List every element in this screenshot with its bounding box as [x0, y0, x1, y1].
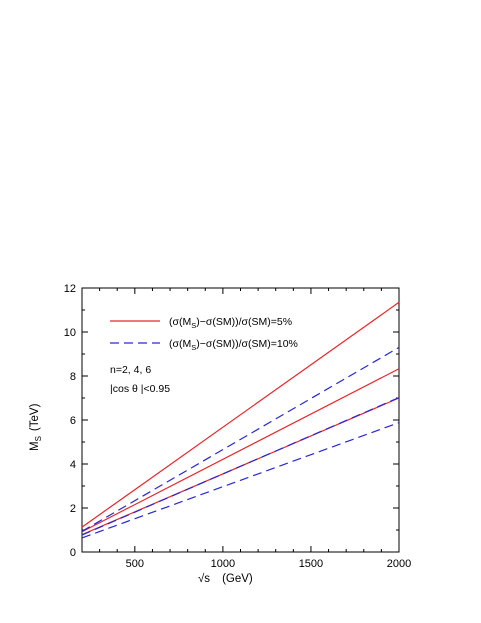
y-tick-label: 8	[70, 371, 76, 383]
x-tick-label: 500	[126, 558, 144, 570]
y-tick-label: 0	[70, 547, 76, 559]
dashed-line-5	[81, 422, 400, 539]
legend-entry-dashed: (σ(MS)−σ(SM))/σ(SM)=10%	[169, 338, 298, 352]
axis-ticks: 500 1000 1500 2000 0 2 4 6 8 10 12	[64, 283, 411, 570]
dashed-line-4	[81, 397, 400, 536]
x-axis-label: √s (GeV)	[198, 572, 253, 585]
solid-line-0	[81, 301, 400, 528]
x-tick-label: 1500	[299, 558, 323, 570]
series-lines	[81, 301, 400, 539]
y-tick-label: 10	[64, 327, 76, 339]
annotation-n-values: n=2, 4, 6	[110, 364, 151, 376]
y-tick-label: 4	[70, 459, 76, 471]
x-tick-label: 1000	[211, 558, 235, 570]
y-tick-label: 12	[64, 283, 76, 295]
annotation-angle-cut: |cos θ |<0.95	[110, 383, 170, 395]
solid-line-1	[81, 368, 400, 533]
legend-entry-solid: (σ(MS)−σ(SM))/σ(SM)=5%	[169, 316, 292, 330]
x-tick-label: 2000	[387, 558, 411, 570]
y-axis-label: MS(TeV)	[29, 403, 43, 451]
legend: (σ(MS)−σ(SM))/σ(SM)=5% (σ(MS)−σ(SM))/σ(S…	[110, 316, 298, 352]
y-tick-label: 2	[70, 503, 76, 515]
dashed-line-3	[81, 346, 400, 532]
y-tick-label: 6	[70, 415, 76, 427]
